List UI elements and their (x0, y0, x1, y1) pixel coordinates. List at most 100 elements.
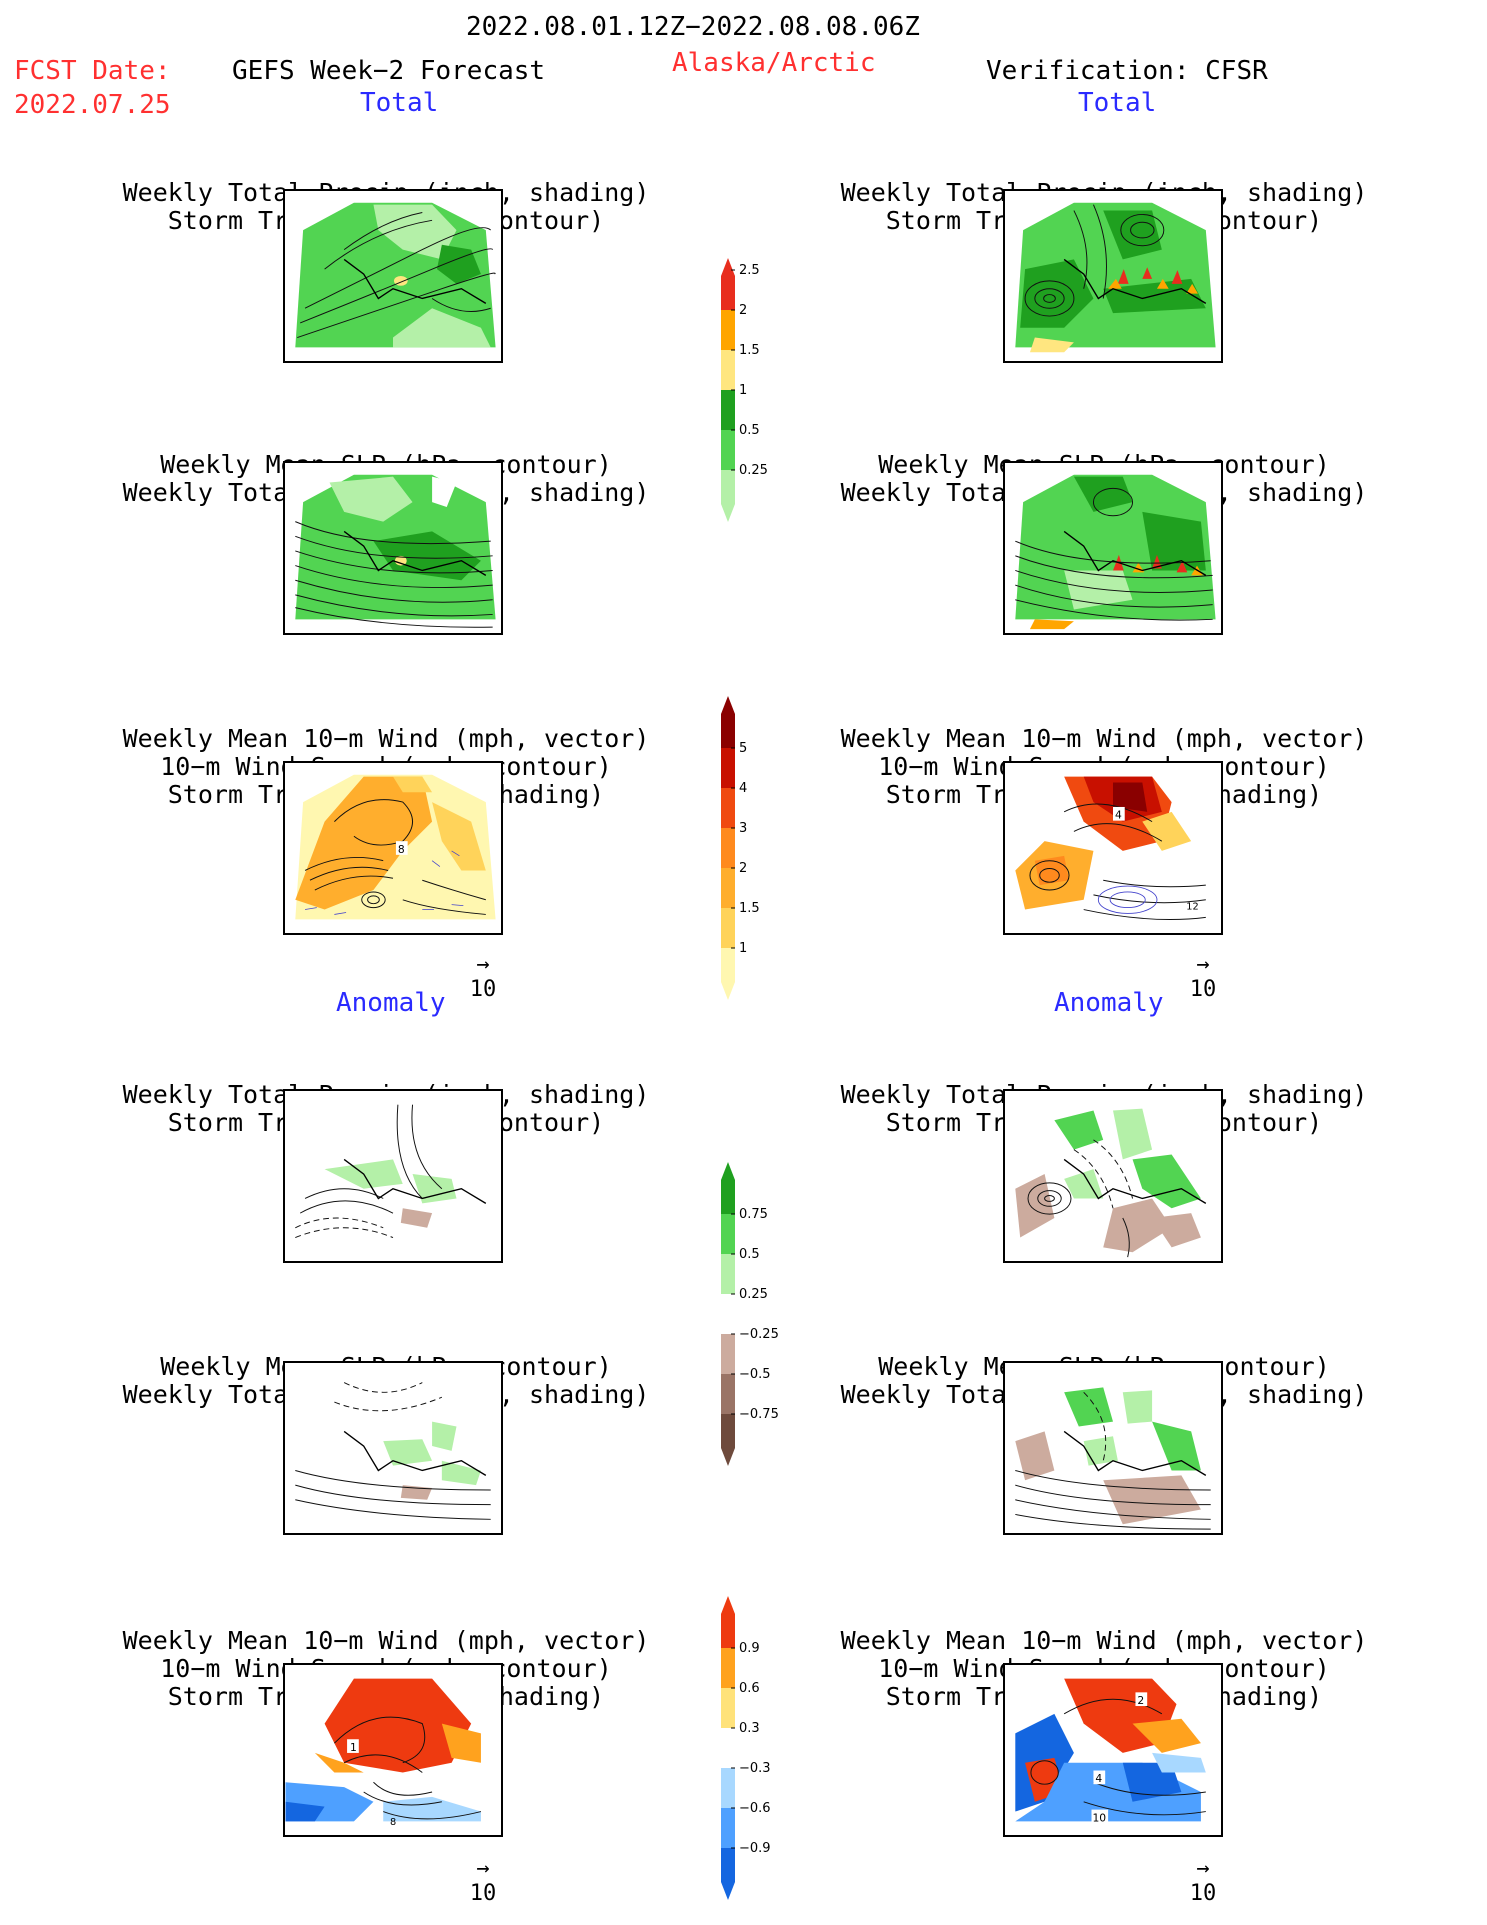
colorbar-segment (721, 1728, 735, 1768)
colorbar-tick-label: −0.5 (739, 1367, 771, 1382)
colorbar-tick-label: 4 (739, 781, 747, 796)
map-fc-anom-slp (283, 1361, 503, 1535)
map-fc-total-slp (283, 461, 503, 635)
colorbar-segment (721, 1768, 735, 1808)
colorbar-segment (721, 1162, 735, 1214)
colorbar-tick-label: 1.5 (739, 343, 760, 358)
map-ob-total-wind: 4 12 (1003, 761, 1223, 935)
colorbar-segment (721, 696, 735, 748)
map-label (1113, 806, 1125, 821)
colorbar-segment (721, 1688, 735, 1728)
vector-scale-value: 10 (469, 1881, 497, 1906)
colorbar-tick-label: 2.5 (739, 263, 760, 278)
colorbar-tick-label: −0.9 (739, 1841, 771, 1856)
vector-scale-fc-total: → 10 (453, 952, 513, 1002)
colorbar-segment (721, 1648, 735, 1688)
colorbar-svg: −0.9 −0.6 −0.3 0.3 0.6 0.9 (721, 1596, 771, 1900)
arrow-right-icon: → (1196, 952, 1210, 977)
map-label: 10 (1092, 1811, 1106, 1824)
colorbar-segment (721, 1334, 735, 1374)
section-anomaly-verification: Anomaly (1054, 988, 1164, 1018)
colorbar-segment (721, 748, 735, 788)
vector-scale-value: 10 (1189, 977, 1217, 1002)
colorbar-tick-label: −0.25 (739, 1327, 779, 1342)
vector-scale-value: 10 (469, 977, 497, 1002)
colorbar-tick-label: 0.25 (739, 1287, 768, 1302)
colorbar-total-precip: 0.25 0.5 1 1.5 2 2.5 (720, 258, 810, 560)
map-label: 8 (398, 843, 405, 856)
arrow-right-icon: → (476, 952, 490, 977)
colorbar-segment (721, 908, 735, 948)
colorbar-segment (721, 1848, 735, 1900)
colorbar-segment (721, 470, 735, 522)
map-label (1135, 1692, 1148, 1707)
colorbar-svg: 0.25 0.5 1 1.5 2 2.5 (721, 258, 768, 522)
map-fc-total-precip (283, 189, 503, 363)
section-total-forecast: Total (360, 88, 439, 118)
colorbar-tick-label: 0.5 (739, 1247, 760, 1262)
colorbar-tick-label: 0.25 (739, 463, 768, 478)
colorbar-segment (721, 390, 735, 430)
colorbar-tick-label: 2 (739, 303, 747, 318)
colorbar-tick-label: 1.5 (739, 901, 760, 916)
colorbar-svg: 1 1.5 2 3 4 5 (721, 696, 760, 1000)
colorbar-segment (721, 948, 735, 1000)
fcst-date-label: FCST Date: (14, 56, 171, 86)
colorbar-tick-label: 0.5 (739, 423, 760, 438)
colorbar-tick-label: 0.6 (739, 1681, 760, 1696)
colorbar-segment (721, 1294, 735, 1334)
colorbar-total-track: 1 1.5 2 3 4 5 (720, 696, 810, 1000)
map-label: 1 (350, 1741, 357, 1754)
colorbar-anom-precip: −0.75 −0.5 −0.25 0.25 0.5 0.75 (720, 1162, 810, 1466)
colorbar-segment (721, 1414, 735, 1466)
colorbar-svg: −0.75 −0.5 −0.25 0.25 0.5 0.75 (721, 1162, 779, 1466)
section-total-verification: Total (1078, 88, 1157, 118)
map-label: 4 (1095, 1772, 1102, 1785)
colorbar-tick-label: 3 (739, 821, 747, 836)
map-fc-anom-wind: 1 8 (283, 1663, 503, 1837)
colorbar-segment (721, 1808, 735, 1848)
colorbar-tick-label: −0.75 (739, 1407, 779, 1422)
colorbar-segment (721, 1254, 735, 1294)
map-label (1091, 1809, 1109, 1824)
map-fc-anom-precip (283, 1089, 503, 1263)
colorbar-segment (721, 1214, 735, 1254)
map-fc-total-wind: 8 (283, 761, 503, 935)
colorbar-segment (721, 310, 735, 350)
colorbar-segment (721, 258, 735, 310)
vector-scale-ob-anom: → 10 (1173, 1856, 1233, 1906)
map-label: 8 (390, 1817, 396, 1828)
colorbar-tick-label: 1 (739, 383, 747, 398)
colorbar-tick-label: −0.3 (739, 1761, 771, 1776)
arrow-right-icon: → (1196, 1856, 1210, 1881)
vector-scale-ob-total: → 10 (1173, 952, 1233, 1002)
colorbar-tick-label: 0.9 (739, 1641, 760, 1656)
map-ob-anom-slp (1003, 1361, 1223, 1535)
colorbar-segment (721, 828, 735, 868)
colorbar-segment (721, 430, 735, 470)
vector-scale-fc-anom: → 10 (453, 1856, 513, 1906)
vector-scale-value: 10 (1189, 1881, 1217, 1906)
colorbar-segment (721, 1374, 735, 1414)
map-label: 2 (1137, 1694, 1144, 1707)
period-title: 2022.08.01.12Z−2022.08.08.06Z (466, 12, 920, 42)
section-anomaly-forecast: Anomaly (336, 988, 446, 1018)
colorbar-anom-track: −0.9 −0.6 −0.3 0.3 0.6 0.9 (720, 1596, 810, 1900)
map-ob-anom-precip (1003, 1089, 1223, 1263)
colorbar-tick-label: −0.6 (739, 1801, 771, 1816)
region-title: Alaska/Arctic (672, 48, 876, 78)
fcst-date-value: 2022.07.25 (14, 90, 171, 120)
map-label (1093, 1770, 1106, 1785)
colorbar-tick-label: 1 (739, 941, 747, 956)
colorbar-segment (721, 350, 735, 390)
colorbar-tick-label: 0.75 (739, 1207, 768, 1222)
product-title: GEFS Week−2 Forecast (232, 56, 546, 86)
verification-title: Verification: CFSR (986, 56, 1268, 86)
map-label: 12 (1186, 902, 1198, 913)
arrow-right-icon: → (476, 1856, 490, 1881)
colorbar-segment (721, 788, 735, 828)
map-ob-anom-wind: 2 4 10 (1003, 1663, 1223, 1837)
map-label (395, 841, 408, 855)
map-label: 4 (1115, 809, 1122, 822)
colorbar-tick-label: 5 (739, 741, 747, 756)
